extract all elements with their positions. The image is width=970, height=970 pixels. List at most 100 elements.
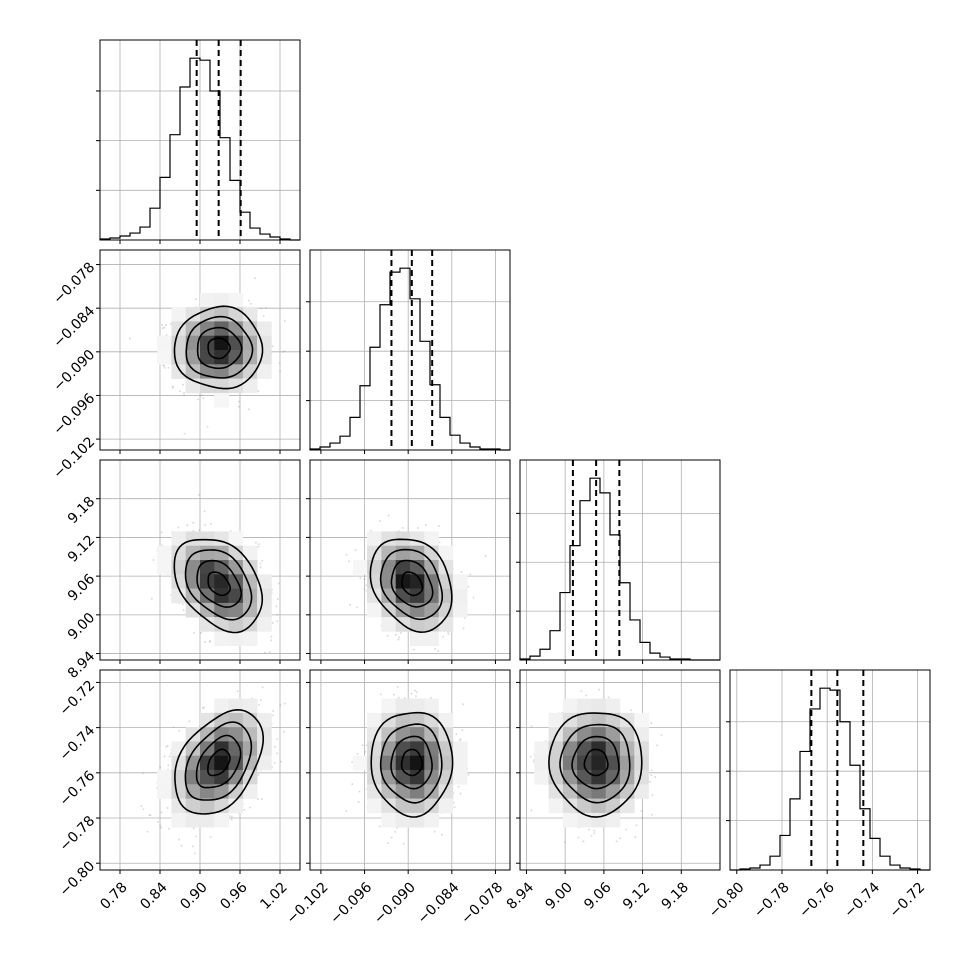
sample-point-3-0-398 <box>273 761 276 764</box>
density-cell-3-0-9-4 <box>228 727 244 742</box>
density-cell-2-1-4-8 <box>367 574 382 589</box>
sample-point-3-1-167 <box>462 703 465 706</box>
panel-frame-1-1 <box>309 249 511 451</box>
sample-point-3-0-657 <box>163 755 166 758</box>
sample-point-2-1-806 <box>354 549 357 551</box>
density-cell-2-1-8-12 <box>424 631 439 646</box>
sample-point-3-1-176 <box>402 842 405 845</box>
sample-point-3-1-735 <box>364 750 367 753</box>
sample-point-1-0-439 <box>249 302 252 305</box>
panel-0-0 <box>96 39 301 244</box>
sample-point-3-1-774 <box>459 739 462 742</box>
sample-point-3-0-23 <box>274 745 277 748</box>
density-cell-2-0-4-6 <box>157 545 172 561</box>
sample-point-2-1-287 <box>399 631 402 634</box>
sample-point-2-1-728 <box>359 577 362 580</box>
x-tick-label-0-3: 0.96 <box>217 879 250 912</box>
sample-point-3-0-809 <box>159 766 162 769</box>
sample-point-1-0-689 <box>247 408 250 411</box>
contour-1-0-1 <box>196 326 243 370</box>
density-cell-1-0-8-3 <box>214 292 229 308</box>
density-cell-1-0-7-6 <box>200 335 215 351</box>
density-cell-3-1-9-9 <box>438 798 454 814</box>
sample-point-3-1-432 <box>390 836 393 839</box>
sample-point-2-1-110 <box>469 573 472 576</box>
y-tick-label-2-4: 9.18 <box>65 494 98 527</box>
sample-point-1-0-845 <box>238 400 240 403</box>
density-cell-3-0-6-4 <box>185 727 201 742</box>
sample-point-1-0-443 <box>257 390 260 392</box>
sample-point-2-0-470 <box>193 631 195 634</box>
sample-point-3-0-403 <box>243 808 246 811</box>
sample-point-3-0-730 <box>146 830 149 833</box>
density-cell-1-0-8-10 <box>214 392 229 408</box>
density-cell-3-0-5-10 <box>171 812 186 828</box>
density-cell-2-1-7-12 <box>410 631 425 646</box>
sample-point-3-0-133 <box>258 703 260 706</box>
x-tick-label-1-3: −0.084 <box>415 879 463 927</box>
sample-point-3-0-707 <box>259 699 262 702</box>
sample-point-2-0-879 <box>152 559 155 561</box>
sample-point-3-0-624 <box>201 707 204 709</box>
sample-point-3-0-463 <box>279 704 282 707</box>
sample-point-3-0-550 <box>168 755 171 758</box>
density-cell-2-0-6-5 <box>185 531 201 546</box>
sample-point-1-0-599 <box>283 350 286 353</box>
sample-point-3-0-110 <box>280 760 282 763</box>
sample-point-1-0-97 <box>128 337 131 340</box>
sample-point-3-0-527 <box>188 720 191 723</box>
density-cell-2-0-9-10 <box>228 602 244 618</box>
sample-point-2-0-710 <box>204 640 207 643</box>
sample-point-1-0-258 <box>247 299 250 302</box>
contour-1-0-0 <box>207 337 232 360</box>
density-cell-1-0-9-6 <box>228 335 244 351</box>
density-cell-2-1-4-7 <box>367 560 382 575</box>
density-cell-2-0-9-5 <box>228 531 244 546</box>
sample-point-2-1-660 <box>472 596 475 599</box>
sample-point-2-1-366 <box>363 578 366 581</box>
panel-1-0: −0.102−0.096−0.090−0.084−0.078 <box>50 249 301 482</box>
sample-point-2-1-482 <box>345 553 348 556</box>
density-cell-3-0-7-4 <box>200 727 215 742</box>
y-tick-label-2-0: 8.94 <box>65 648 98 681</box>
density-cell-3-1-9-3 <box>438 712 454 728</box>
sample-point-3-0-487 <box>193 852 196 855</box>
density-cell-3-0-10-3 <box>242 712 258 728</box>
sample-point-1-0-189 <box>163 326 166 329</box>
sample-point-3-1-209 <box>430 696 432 699</box>
sample-point-2-1-293 <box>401 526 404 529</box>
sample-point-1-0-601 <box>167 366 170 369</box>
density-cell-2-0-9-8 <box>228 574 244 589</box>
sample-point-2-0-332 <box>268 651 271 654</box>
sample-point-2-1-853 <box>416 527 419 529</box>
sample-point-2-1-102 <box>387 514 390 517</box>
y-tick-label-3-2: −0.76 <box>57 768 99 810</box>
density-cell-1-0-9-7 <box>228 350 244 365</box>
sample-point-2-1-263 <box>467 585 470 588</box>
sample-point-3-0-466 <box>261 686 264 689</box>
density-cell-1-0-9-9 <box>228 378 244 394</box>
sample-point-2-0-897 <box>199 632 202 634</box>
sample-point-3-1-876 <box>392 693 395 696</box>
density-cell-3-1-5-6 <box>381 755 396 771</box>
sample-point-3-1-792 <box>394 830 397 833</box>
sample-point-3-1-820 <box>433 830 436 833</box>
sample-point-3-0-91 <box>159 824 162 827</box>
sample-point-3-0-626 <box>148 813 151 816</box>
density-cell-1-0-5-8 <box>171 364 186 379</box>
sample-point-3-1-181 <box>379 693 382 696</box>
density-cell-3-1-4-9 <box>367 798 382 814</box>
sample-point-3-0-376 <box>142 772 145 775</box>
density-cell-1-0-10-6 <box>242 335 258 351</box>
sample-point-2-0-829 <box>259 566 262 569</box>
sample-point-1-0-215 <box>183 394 186 397</box>
density-cell-1-0-10-8 <box>242 364 258 379</box>
sample-point-3-0-267 <box>195 835 198 838</box>
contour-1-0-3 <box>173 305 264 390</box>
sample-point-2-1-519 <box>424 524 427 527</box>
density-cell-2-0-11-10 <box>257 602 272 618</box>
sample-point-3-1-336 <box>415 695 417 698</box>
density-cell-3-1-10-5 <box>452 741 468 756</box>
density-cell-2-0-6-6 <box>185 545 201 561</box>
histogram-1 <box>309 267 510 451</box>
